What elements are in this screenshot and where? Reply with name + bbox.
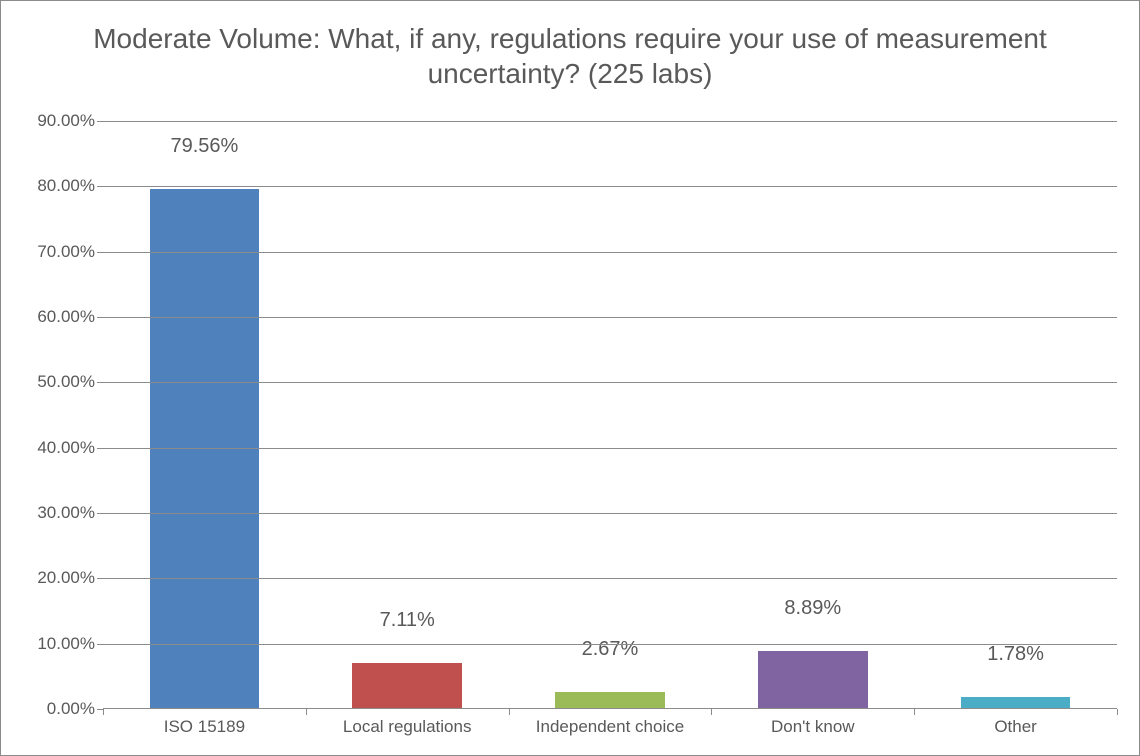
y-tick-label: 30.00% <box>37 503 103 523</box>
x-tick-mark <box>711 709 712 715</box>
gridline <box>103 252 1117 253</box>
y-tick-label: 50.00% <box>37 372 103 392</box>
y-tick-label: 20.00% <box>37 568 103 588</box>
x-tick-mark <box>103 709 104 715</box>
plot-area: 79.56%7.11%2.67%8.89%1.78% 0.00%10.00%20… <box>103 121 1117 709</box>
x-tick-mark <box>914 709 915 715</box>
gridline <box>103 644 1117 645</box>
bar <box>150 189 260 709</box>
gridline <box>103 448 1117 449</box>
x-tick-label: Don't know <box>711 709 914 737</box>
gridline <box>103 382 1117 383</box>
x-tick-label: Other <box>914 709 1117 737</box>
y-tick-label: 40.00% <box>37 438 103 458</box>
y-tick-label: 60.00% <box>37 307 103 327</box>
bar <box>555 692 665 709</box>
x-tick-mark <box>306 709 307 715</box>
y-tick-label: 0.00% <box>47 699 103 719</box>
y-tick-label: 80.00% <box>37 176 103 196</box>
x-tick-mark <box>509 709 510 715</box>
y-tick-label: 70.00% <box>37 242 103 262</box>
chart-frame: Moderate Volume: What, if any, regulatio… <box>0 0 1140 756</box>
bars-layer: 79.56% 7.11%2.67% 8.89%1.78% <box>103 121 1117 709</box>
x-tick-mark <box>1117 709 1118 715</box>
x-tick-label: ISO 15189 <box>103 709 306 737</box>
gridline <box>103 317 1117 318</box>
bar-value-label: 8.89% <box>711 597 914 624</box>
gridline <box>103 578 1117 579</box>
gridline <box>103 121 1117 122</box>
gridline <box>103 186 1117 187</box>
x-tick-label: Independent choice <box>509 709 712 737</box>
bar-value-label: 79.56% <box>103 135 306 162</box>
chart-title: Moderate Volume: What, if any, regulatio… <box>1 1 1139 101</box>
y-tick-label: 90.00% <box>37 111 103 131</box>
bar <box>758 651 868 709</box>
bar-value-label: 2.67% <box>509 638 712 665</box>
bar-value-label: 7.11% <box>306 609 509 636</box>
gridline <box>103 513 1117 514</box>
bar-value-label: 1.78% <box>914 643 1117 670</box>
y-tick-label: 10.00% <box>37 634 103 654</box>
bar <box>352 663 462 709</box>
x-tick-label: Local regulations <box>306 709 509 737</box>
